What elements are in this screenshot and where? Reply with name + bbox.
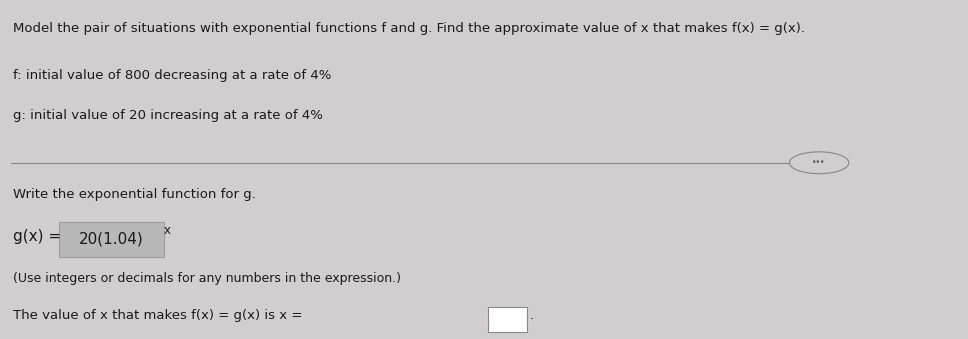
Text: (Use integers or decimals for any numbers in the expression.): (Use integers or decimals for any number… xyxy=(14,272,402,285)
Text: .: . xyxy=(529,309,533,322)
Text: g(x) =: g(x) = xyxy=(14,229,66,244)
Text: Model the pair of situations with exponential functions f and g. Find the approx: Model the pair of situations with expone… xyxy=(14,22,805,35)
Text: •••: ••• xyxy=(812,158,826,167)
FancyBboxPatch shape xyxy=(59,222,164,257)
Text: Write the exponential function for g.: Write the exponential function for g. xyxy=(14,188,257,201)
Text: g: initial value of 20 increasing at a rate of 4%: g: initial value of 20 increasing at a r… xyxy=(14,109,323,122)
FancyBboxPatch shape xyxy=(489,307,527,332)
Text: f: initial value of 800 decreasing at a rate of 4%: f: initial value of 800 decreasing at a … xyxy=(14,68,332,82)
Ellipse shape xyxy=(790,152,849,174)
Text: The value of x that makes f(x) = g(x) is x =: The value of x that makes f(x) = g(x) is… xyxy=(14,309,303,322)
Text: 20(1.04): 20(1.04) xyxy=(79,232,144,247)
Text: x: x xyxy=(164,224,171,237)
